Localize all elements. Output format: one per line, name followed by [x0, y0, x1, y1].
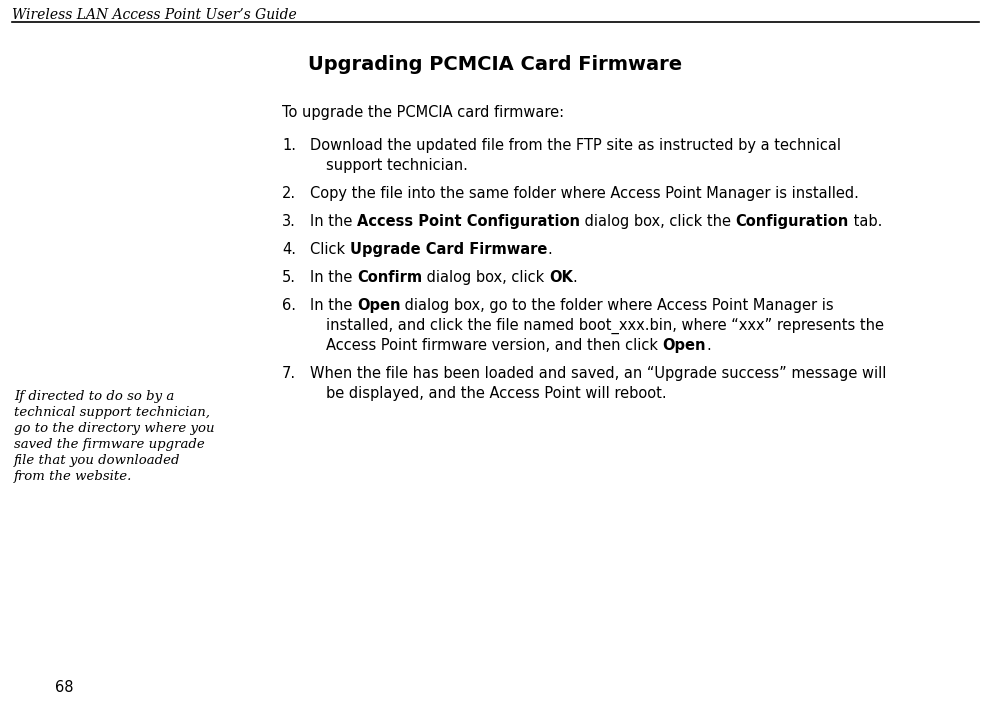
Text: Upgrade Card Firmware: Upgrade Card Firmware [350, 242, 547, 257]
Text: tab.: tab. [849, 214, 882, 229]
Text: If directed to do so by a: If directed to do so by a [14, 390, 174, 403]
Text: In the: In the [310, 270, 357, 285]
Text: .: . [547, 242, 552, 257]
Text: .: . [573, 270, 578, 285]
Text: 6.: 6. [282, 298, 296, 313]
Text: Wireless LAN Access Point User’s Guide: Wireless LAN Access Point User’s Guide [12, 8, 296, 22]
Text: 5.: 5. [282, 270, 296, 285]
Text: Configuration: Configuration [735, 214, 849, 229]
Text: go to the directory where you: go to the directory where you [14, 422, 214, 435]
Text: dialog box, go to the folder where Access Point Manager is: dialog box, go to the folder where Acces… [400, 298, 834, 313]
Text: Open: Open [663, 338, 707, 353]
Text: 3.: 3. [282, 214, 296, 229]
Text: be displayed, and the Access Point will reboot.: be displayed, and the Access Point will … [326, 386, 667, 401]
Text: Download the updated file from the FTP site as instructed by a technical: Download the updated file from the FTP s… [310, 138, 841, 153]
Text: dialog box, click: dialog box, click [422, 270, 549, 285]
Text: Open: Open [357, 298, 400, 313]
Text: To upgrade the PCMCIA card firmware:: To upgrade the PCMCIA card firmware: [282, 105, 564, 120]
Text: Upgrading PCMCIA Card Firmware: Upgrading PCMCIA Card Firmware [308, 55, 682, 74]
Text: installed, and click the file named boot_xxx.bin, where “xxx” represents the: installed, and click the file named boot… [326, 318, 884, 334]
Text: dialog box, click the: dialog box, click the [580, 214, 735, 229]
Text: technical support technician,: technical support technician, [14, 406, 210, 419]
Text: .: . [707, 338, 711, 353]
Text: Access Point firmware version, and then click: Access Point firmware version, and then … [326, 338, 663, 353]
Text: 7.: 7. [282, 366, 296, 381]
Text: 1.: 1. [282, 138, 296, 153]
Text: 4.: 4. [282, 242, 296, 257]
Text: When the file has been loaded and saved, an “Upgrade success” message will: When the file has been loaded and saved,… [310, 366, 886, 381]
Text: OK: OK [549, 270, 573, 285]
Text: 68: 68 [55, 680, 73, 695]
Text: In the: In the [310, 298, 357, 313]
Text: saved the firmware upgrade: saved the firmware upgrade [14, 438, 205, 451]
Text: Access Point Configuration: Access Point Configuration [357, 214, 580, 229]
Text: from the website.: from the website. [14, 470, 133, 483]
Text: Confirm: Confirm [357, 270, 422, 285]
Text: file that you downloaded: file that you downloaded [14, 454, 180, 467]
Text: 2.: 2. [282, 186, 296, 201]
Text: support technician.: support technician. [326, 158, 468, 173]
Text: Click: Click [310, 242, 350, 257]
Text: Copy the file into the same folder where Access Point Manager is installed.: Copy the file into the same folder where… [310, 186, 859, 201]
Text: In the: In the [310, 214, 357, 229]
